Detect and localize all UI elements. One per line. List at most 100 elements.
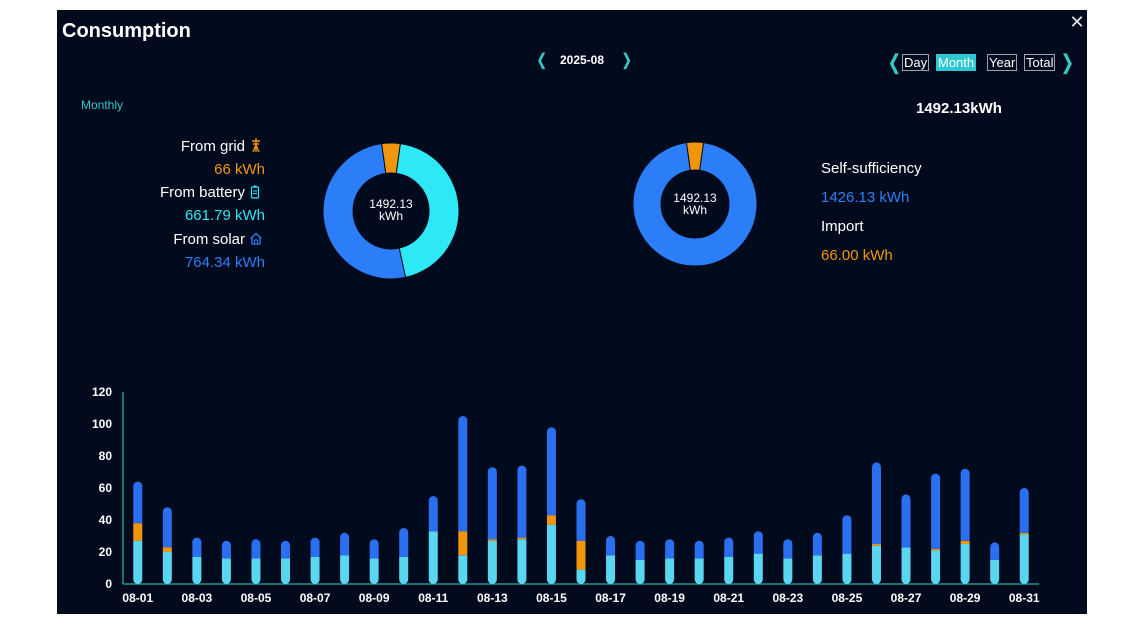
bar-08-15-grid[interactable] — [546, 515, 556, 525]
bar-08-08-battery[interactable] — [340, 555, 350, 584]
bar-08-13-grid[interactable] — [487, 539, 497, 541]
bar-08-25-solar[interactable] — [842, 515, 852, 554]
period-next-button[interactable]: ❭ — [1059, 52, 1076, 74]
bar-08-16-battery[interactable] — [576, 569, 586, 584]
bar-08-09-battery[interactable] — [369, 558, 379, 584]
bar-08-07-solar[interactable] — [310, 537, 320, 557]
bar-08-02-grid[interactable] — [162, 547, 172, 552]
from-battery-label: From battery — [159, 184, 245, 201]
bar-08-02-solar[interactable] — [162, 507, 172, 548]
bar-08-01-solar[interactable] — [133, 481, 143, 524]
bar-08-13-solar[interactable] — [487, 467, 497, 540]
bar-08-04-battery[interactable] — [221, 558, 231, 584]
bar-08-24-battery[interactable] — [812, 555, 822, 584]
bar-08-01-battery[interactable] — [133, 540, 143, 584]
bar-08-29-battery[interactable] — [960, 544, 970, 584]
bar-08-31-grid[interactable] — [1019, 532, 1029, 535]
x-tick-label: 08-27 — [891, 591, 922, 605]
bar-08-17-battery[interactable] — [606, 555, 616, 584]
bar-08-15-solar[interactable] — [546, 427, 556, 516]
bar-08-16-grid[interactable] — [576, 540, 586, 570]
tab-total[interactable]: Total — [1024, 54, 1056, 71]
bar-08-03-solar[interactable] — [192, 537, 202, 557]
bar-08-30-battery[interactable] — [990, 560, 1000, 584]
bar-08-27-solar[interactable] — [901, 494, 911, 548]
bar-08-12-battery[interactable] — [458, 555, 468, 584]
bar-08-28-solar[interactable] — [931, 473, 941, 549]
bar-08-14-battery[interactable] — [517, 539, 527, 584]
bar-08-30-solar[interactable] — [990, 542, 1000, 560]
bar-08-25-battery[interactable] — [842, 553, 852, 584]
bar-08-26-grid[interactable] — [871, 544, 881, 546]
period-prev-button[interactable]: ❬ — [886, 52, 903, 74]
import-label: Import — [821, 218, 864, 235]
bar-08-31-solar[interactable] — [1019, 488, 1029, 533]
bar-08-28-grid[interactable] — [931, 548, 941, 551]
bar-08-05-battery[interactable] — [251, 558, 261, 584]
bar-08-05-solar[interactable] — [251, 539, 261, 559]
bar-08-19-solar[interactable] — [665, 539, 675, 559]
bar-08-13-battery[interactable] — [487, 540, 497, 584]
bar-08-24-solar[interactable] — [812, 532, 822, 556]
bar-08-20-battery[interactable] — [694, 558, 704, 584]
bar-08-03-battery[interactable] — [192, 556, 202, 584]
bar-08-29-grid[interactable] — [960, 540, 970, 544]
bar-08-22-battery[interactable] — [753, 553, 763, 584]
bar-08-31-battery[interactable] — [1019, 534, 1029, 584]
bar-08-27-battery[interactable] — [901, 547, 911, 584]
bar-08-21-battery[interactable] — [724, 556, 734, 584]
y-tick-label: 100 — [92, 417, 112, 431]
bar-08-17-solar[interactable] — [606, 536, 616, 556]
bar-08-11-battery[interactable] — [428, 531, 438, 584]
bar-08-16-solar[interactable] — [576, 499, 586, 541]
battery-icon — [250, 185, 260, 199]
bar-08-09-solar[interactable] — [369, 539, 379, 559]
bar-08-18-solar[interactable] — [635, 540, 645, 560]
y-tick-label: 40 — [99, 513, 113, 527]
bar-08-15-battery[interactable] — [546, 524, 556, 584]
bar-08-19-battery[interactable] — [665, 558, 675, 584]
bar-08-14-solar[interactable] — [517, 465, 527, 538]
from-battery-value: 661.79 kWh — [184, 207, 265, 224]
bar-08-14-grid[interactable] — [517, 537, 527, 540]
bar-08-20-solar[interactable] — [694, 540, 704, 559]
section-label: Monthly — [81, 98, 124, 112]
date-prev-button[interactable]: ❬ — [535, 52, 549, 69]
close-icon[interactable]: ✕ — [1069, 12, 1085, 32]
tab-month[interactable]: Month — [936, 54, 977, 71]
bar-08-10-battery[interactable] — [399, 556, 409, 584]
y-tick-label: 0 — [105, 577, 112, 591]
from-solar-value: 764.34 kWh — [184, 254, 265, 271]
donut-left-slice-2 — [322, 143, 407, 280]
bar-08-07-battery[interactable] — [310, 556, 320, 584]
bar-08-10-solar[interactable] — [399, 528, 409, 557]
bar-08-11-solar[interactable] — [428, 496, 438, 532]
tab-year[interactable]: Year — [987, 54, 1018, 71]
bar-08-28-battery[interactable] — [931, 550, 941, 584]
page-title: Consumption — [62, 20, 191, 42]
bar-08-02-battery[interactable] — [162, 552, 172, 584]
bar-08-01-grid[interactable] — [133, 523, 143, 541]
bar-08-04-solar[interactable] — [221, 540, 231, 559]
current-date: 2025-08 — [559, 53, 605, 67]
bar-08-12-grid[interactable] — [458, 531, 468, 556]
tab-day[interactable]: Day — [902, 54, 930, 71]
bar-08-06-solar[interactable] — [281, 540, 291, 559]
self-sufficiency-value: 1426.13 kWh — [821, 189, 910, 206]
bar-08-08-solar[interactable] — [340, 532, 350, 556]
bar-08-29-solar[interactable] — [960, 468, 970, 541]
bar-08-21-solar[interactable] — [724, 537, 734, 557]
bar-08-23-battery[interactable] — [783, 558, 793, 584]
date-next-button[interactable]: ❭ — [620, 52, 634, 69]
donut-left-slice-1 — [395, 143, 460, 279]
total-consumption: 1492.13kWh — [916, 100, 1002, 117]
bar-08-26-solar[interactable] — [871, 462, 881, 544]
bar-08-18-battery[interactable] — [635, 560, 645, 584]
bar-08-12-solar[interactable] — [458, 416, 468, 532]
bar-08-06-battery[interactable] — [281, 558, 291, 584]
x-tick-label: 08-01 — [122, 591, 153, 605]
donut-right-slice-1 — [632, 142, 758, 267]
bar-08-26-battery[interactable] — [871, 545, 881, 584]
bar-08-23-solar[interactable] — [783, 539, 793, 559]
bar-08-22-solar[interactable] — [753, 531, 763, 554]
